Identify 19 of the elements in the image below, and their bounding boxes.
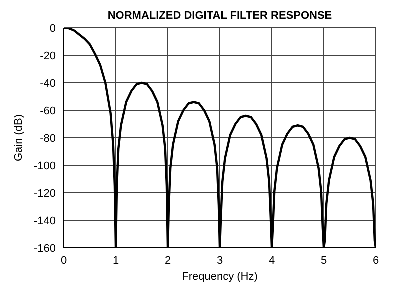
y-axis-title: Gain (dB): [12, 114, 25, 162]
x-tick-label: 2: [164, 254, 172, 267]
y-tick-label: -20: [40, 50, 56, 62]
x-tick-label: 6: [372, 254, 380, 267]
y-tick-label: -100: [34, 160, 56, 172]
x-axis-title: Frequency (Hz): [182, 271, 258, 283]
chart-title: NORMALIZED DIGITAL FILTER RESPONSE: [106, 9, 334, 24]
x-tick-label: 1: [112, 254, 120, 267]
x-tick-label: 3: [216, 254, 224, 267]
x-tick-label: 4: [268, 254, 276, 267]
y-tick-label: -60: [40, 105, 56, 118]
x-tick-label: 0: [60, 254, 68, 267]
x-tick-label: 5: [320, 254, 328, 267]
y-tick-label: -120: [34, 188, 56, 200]
y-tick-label: -40: [40, 78, 56, 90]
y-tick-label: -140: [34, 215, 56, 228]
y-tick-label: -80: [40, 132, 56, 145]
y-tick-label: 0: [50, 22, 56, 35]
y-tick-label: -160: [34, 242, 56, 255]
